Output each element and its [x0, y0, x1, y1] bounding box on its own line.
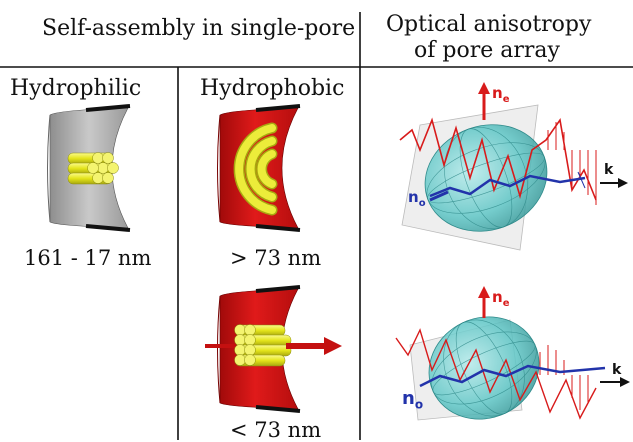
hydrophilic-pore-illustration: [47, 104, 131, 232]
self-assembly-title: Self-assembly in single-pore: [42, 16, 356, 41]
optical-anisotropy-bottom: [395, 286, 630, 421]
optical-anisotropy-title-line1: Optical anisotropy: [386, 12, 592, 37]
ne-label-bottom: ne: [492, 288, 510, 309]
no-label-top: no: [408, 188, 426, 209]
hydrophilic-size-label: 161 - 17 nm: [24, 246, 152, 270]
axis-arrow-head: [324, 337, 342, 355]
optical-anisotropy-top: [399, 82, 628, 251]
cylinder-bundle: [67, 152, 119, 185]
hydrophobic-pore-large-illustration: [217, 104, 301, 232]
k-label-bottom: k: [612, 362, 622, 378]
hydrophobic-pore-small-illustration: [205, 285, 342, 413]
ne-label-top: ne: [492, 84, 510, 105]
hydrophobic-label: Hydrophobic: [200, 76, 345, 101]
hydrophobic-large-size-label: > 73 nm: [230, 246, 322, 270]
hydrophilic-label: Hydrophilic: [10, 76, 142, 101]
optical-anisotropy-title-line2: of pore array: [414, 38, 560, 63]
no-label-bottom: no: [402, 388, 424, 412]
hydrophobic-small-size-label: < 73 nm: [230, 418, 322, 442]
axial-cylinder-bundle: [234, 324, 292, 367]
k-label-top: k: [604, 162, 614, 178]
concentric-cylinder-rings: [233, 122, 278, 216]
